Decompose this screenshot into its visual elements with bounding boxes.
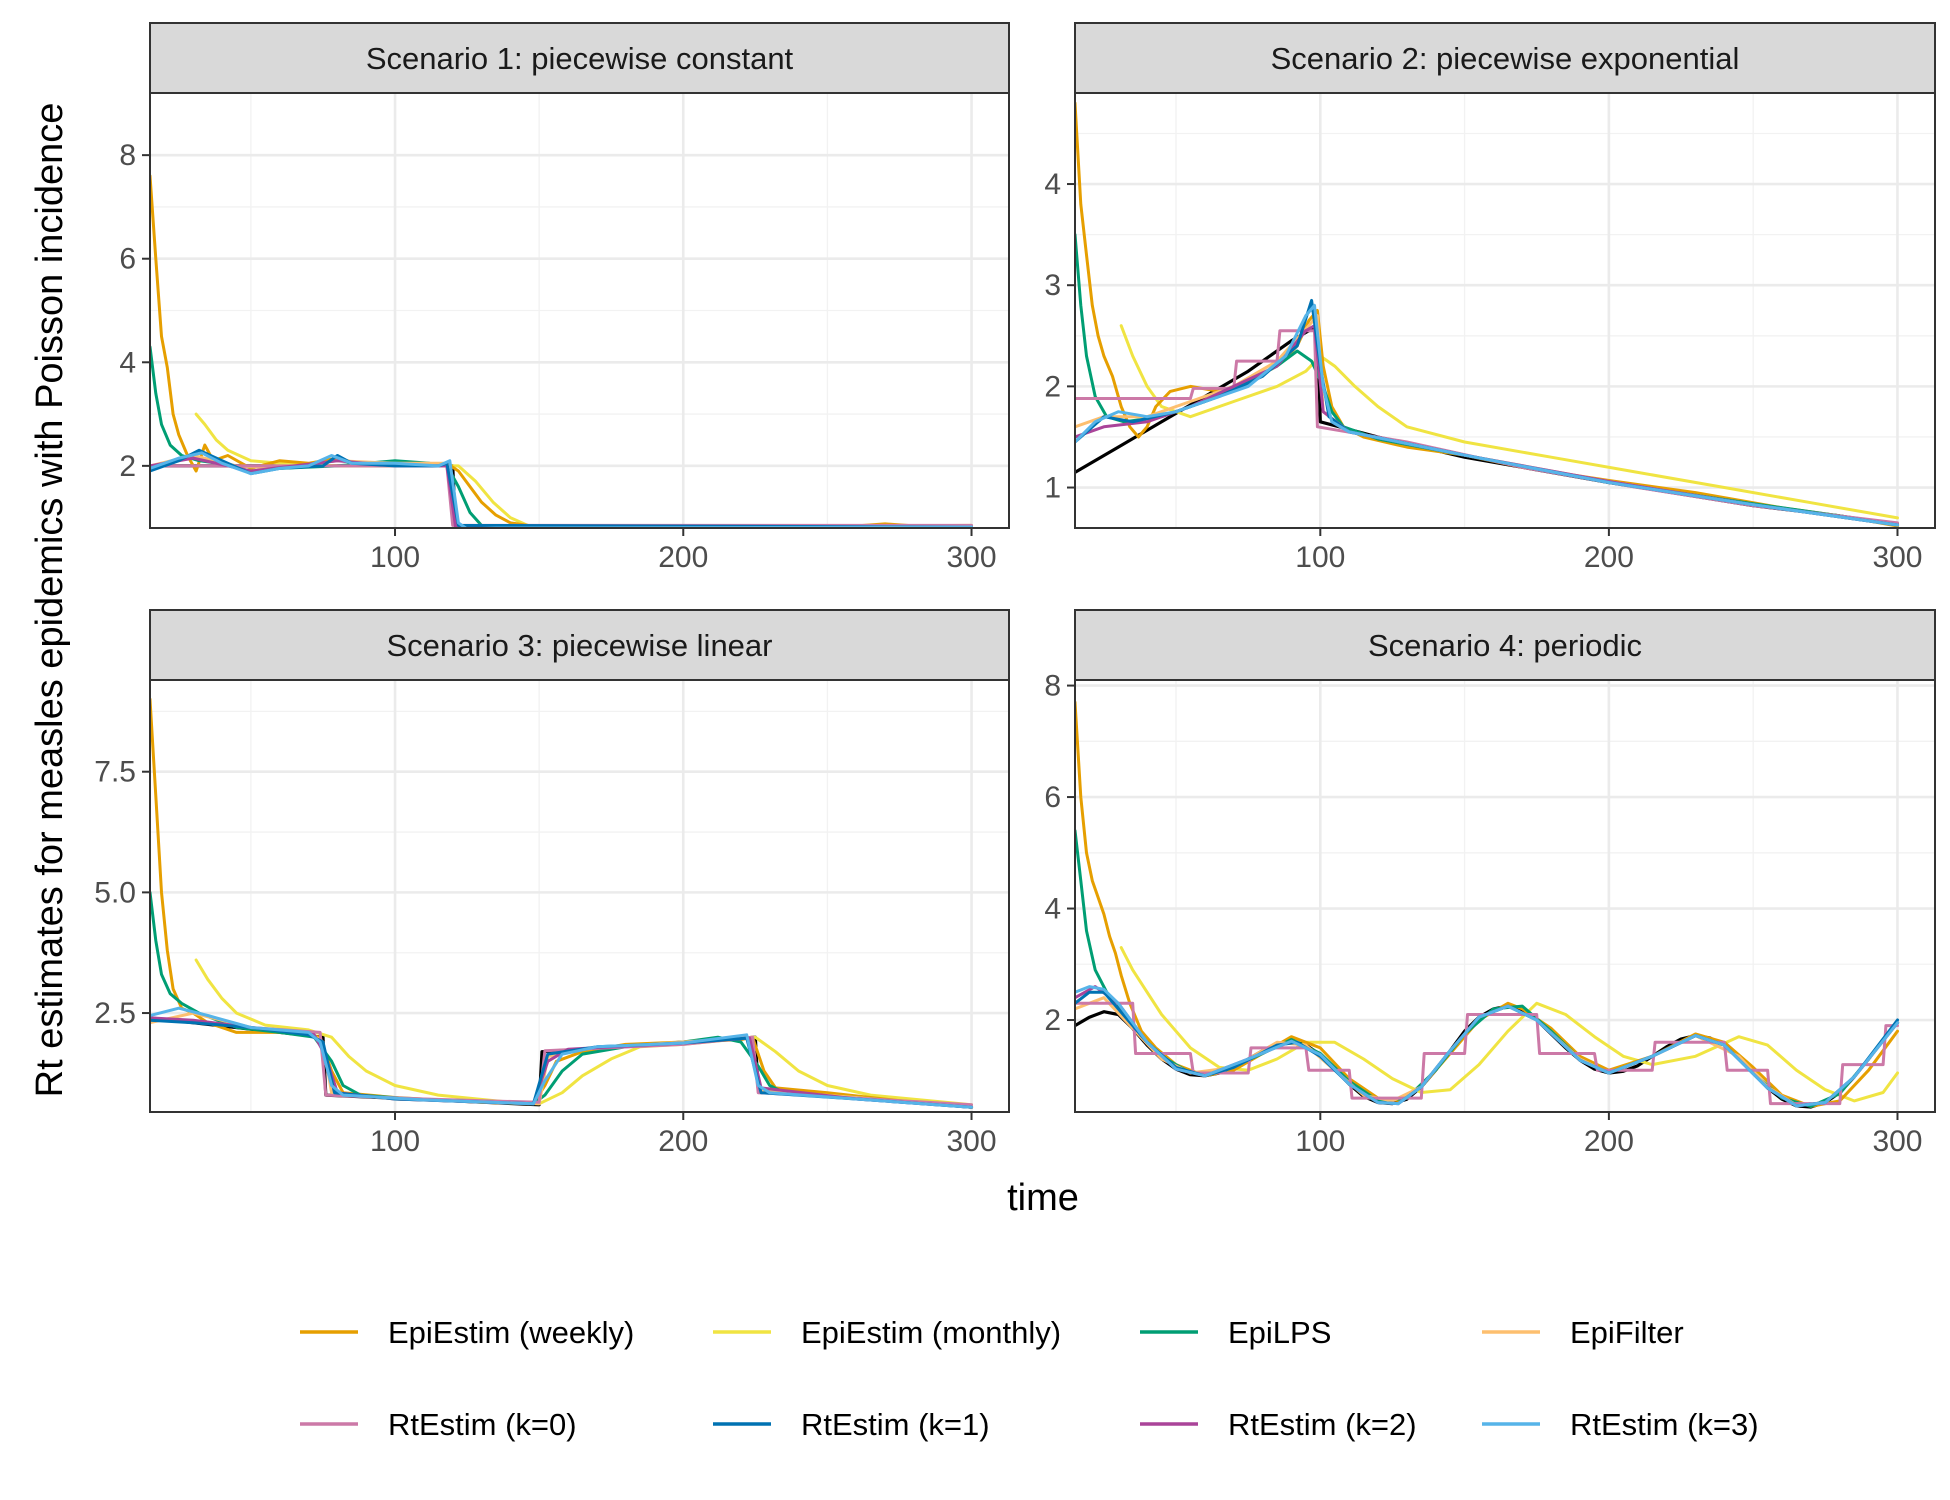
x-tick-label: 200 [658,1125,708,1158]
series-line-epiestim-monthly [1119,324,1899,520]
y-tick-label: 3 [1044,269,1061,302]
series-line-rtestim-k3 [150,451,973,528]
series-line-rtestim-k3 [1075,985,1899,1108]
facet-panel-2: Scenario 2: piecewise exponential 1 2 3 4 100… [1044,22,1936,574]
panel-border [149,679,1010,1113]
panel-title: Scenario 2: piecewise exponential [1271,41,1740,76]
legend-label: EpiEstim (monthly) [801,1315,1061,1350]
legend-label: EpiEstim (weekly) [388,1315,634,1350]
panel-title: Scenario 3: piecewise linear [387,628,773,663]
y-tick-label: 2.5 [94,997,136,1030]
panel-border [1074,679,1936,1113]
y-tick-label: 6 [1044,781,1061,814]
x-tick-label: 200 [658,541,708,574]
y-tick-label: 6 [119,243,136,276]
y-tick-label: 5.0 [94,876,136,909]
legend-item-rtestim-k1: RtEstim (k=1) [713,1407,990,1442]
legend-label: RtEstim (k=2) [1228,1407,1417,1442]
legend-item-epiestim-monthly: EpiEstim (monthly) [713,1315,1061,1350]
strip-background [1074,609,1936,681]
y-tick-label: 4 [1044,893,1061,926]
panel-title: Scenario 4: periodic [1368,628,1642,663]
y-tick-label: 1 [1044,472,1061,505]
x-tick-label: 200 [1584,1125,1634,1158]
y-axis-title: Rt estimates for measles epidemics with … [29,103,71,1098]
y-tick-label: 4 [1044,168,1061,201]
facet-panels: Scenario 1: piecewise constant 2 4 6 8 100 200… [94,22,1936,1158]
strip-background [149,22,1010,94]
x-tick-label: 300 [946,1125,996,1158]
series-line-epiestim-monthly [1119,946,1899,1103]
series-group [1075,101,1900,528]
legend-item-epilps: EpiLPS [1140,1315,1331,1350]
strip-background [1074,22,1936,94]
series-group [150,697,974,1109]
legend-label: RtEstim (k=1) [801,1407,990,1442]
plot-background [1075,680,1935,1112]
facet-panel-1: Scenario 1: piecewise constant 2 4 6 8 100 200… [119,22,1010,574]
series-line-rtestim-k0 [1075,1001,1899,1106]
y-tick-label: 8 [119,139,136,172]
legend-label: RtEstim (k=0) [388,1407,577,1442]
plot-background [150,680,1009,1112]
legend-item-rtestim-k2: RtEstim (k=2) [1140,1407,1417,1442]
y-tick-label: 4 [119,346,136,379]
x-tick-label: 300 [1872,1125,1922,1158]
strip-background [149,609,1010,681]
series-group [1075,700,1900,1109]
series-line-rtestim-k3 [150,1006,973,1109]
panel-title: Scenario 1: piecewise constant [366,41,794,76]
x-tick-label: 200 [1584,541,1634,574]
y-tick-label: 2 [119,450,136,483]
facet-panel-3: Scenario 3: piecewise linear 2.5 5.0 7.5 100… [94,609,1010,1158]
legend: EpiEstim (weekly) EpiEstim (monthly) EpiLP… [300,1315,1759,1442]
panel-border [1074,92,1936,529]
legend-label: RtEstim (k=3) [1570,1407,1759,1442]
y-tick-label: 7.5 [94,756,136,789]
x-tick-label: 100 [370,541,420,574]
legend-item-epifilter: EpiFilter [1482,1315,1684,1350]
facet-panel-4: Scenario 4: periodic 2 4 6 8 100 200 300 [1044,609,1936,1158]
plot-background [1075,93,1935,528]
x-tick-label: 300 [1872,541,1922,574]
legend-label: EpiLPS [1228,1315,1331,1350]
x-tick-label: 100 [1295,1125,1345,1158]
y-tick-label: 2 [1044,370,1061,403]
y-tick-label: 8 [1044,670,1061,703]
legend-label: EpiFilter [1570,1315,1684,1350]
legend-item-epiestim-weekly: EpiEstim (weekly) [300,1315,634,1350]
legend-item-rtestim-k3: RtEstim (k=3) [1482,1407,1759,1442]
x-tick-label: 100 [370,1125,420,1158]
x-axis-title: time [1007,1177,1079,1219]
y-tick-label: 2 [1044,1004,1061,1037]
legend-item-rtestim-k0: RtEstim (k=0) [300,1407,577,1442]
series-line-rtestim-k3 [1075,303,1899,527]
panel-border [149,92,1010,529]
x-tick-label: 300 [946,541,996,574]
x-tick-label: 100 [1295,541,1345,574]
